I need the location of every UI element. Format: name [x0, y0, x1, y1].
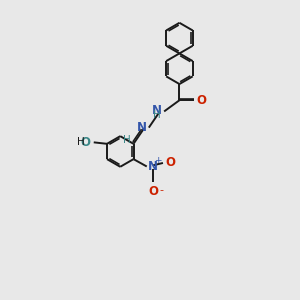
Text: N: N — [148, 160, 158, 173]
Text: N: N — [152, 104, 162, 117]
Text: O: O — [196, 94, 206, 107]
Text: -: - — [160, 185, 164, 195]
Text: O: O — [165, 157, 175, 169]
Text: +: + — [154, 156, 162, 165]
Text: H: H — [76, 137, 84, 147]
Text: H: H — [153, 110, 161, 120]
Text: N: N — [137, 121, 147, 134]
Text: H: H — [123, 135, 131, 145]
Text: O: O — [148, 185, 158, 198]
Text: O: O — [81, 136, 91, 148]
